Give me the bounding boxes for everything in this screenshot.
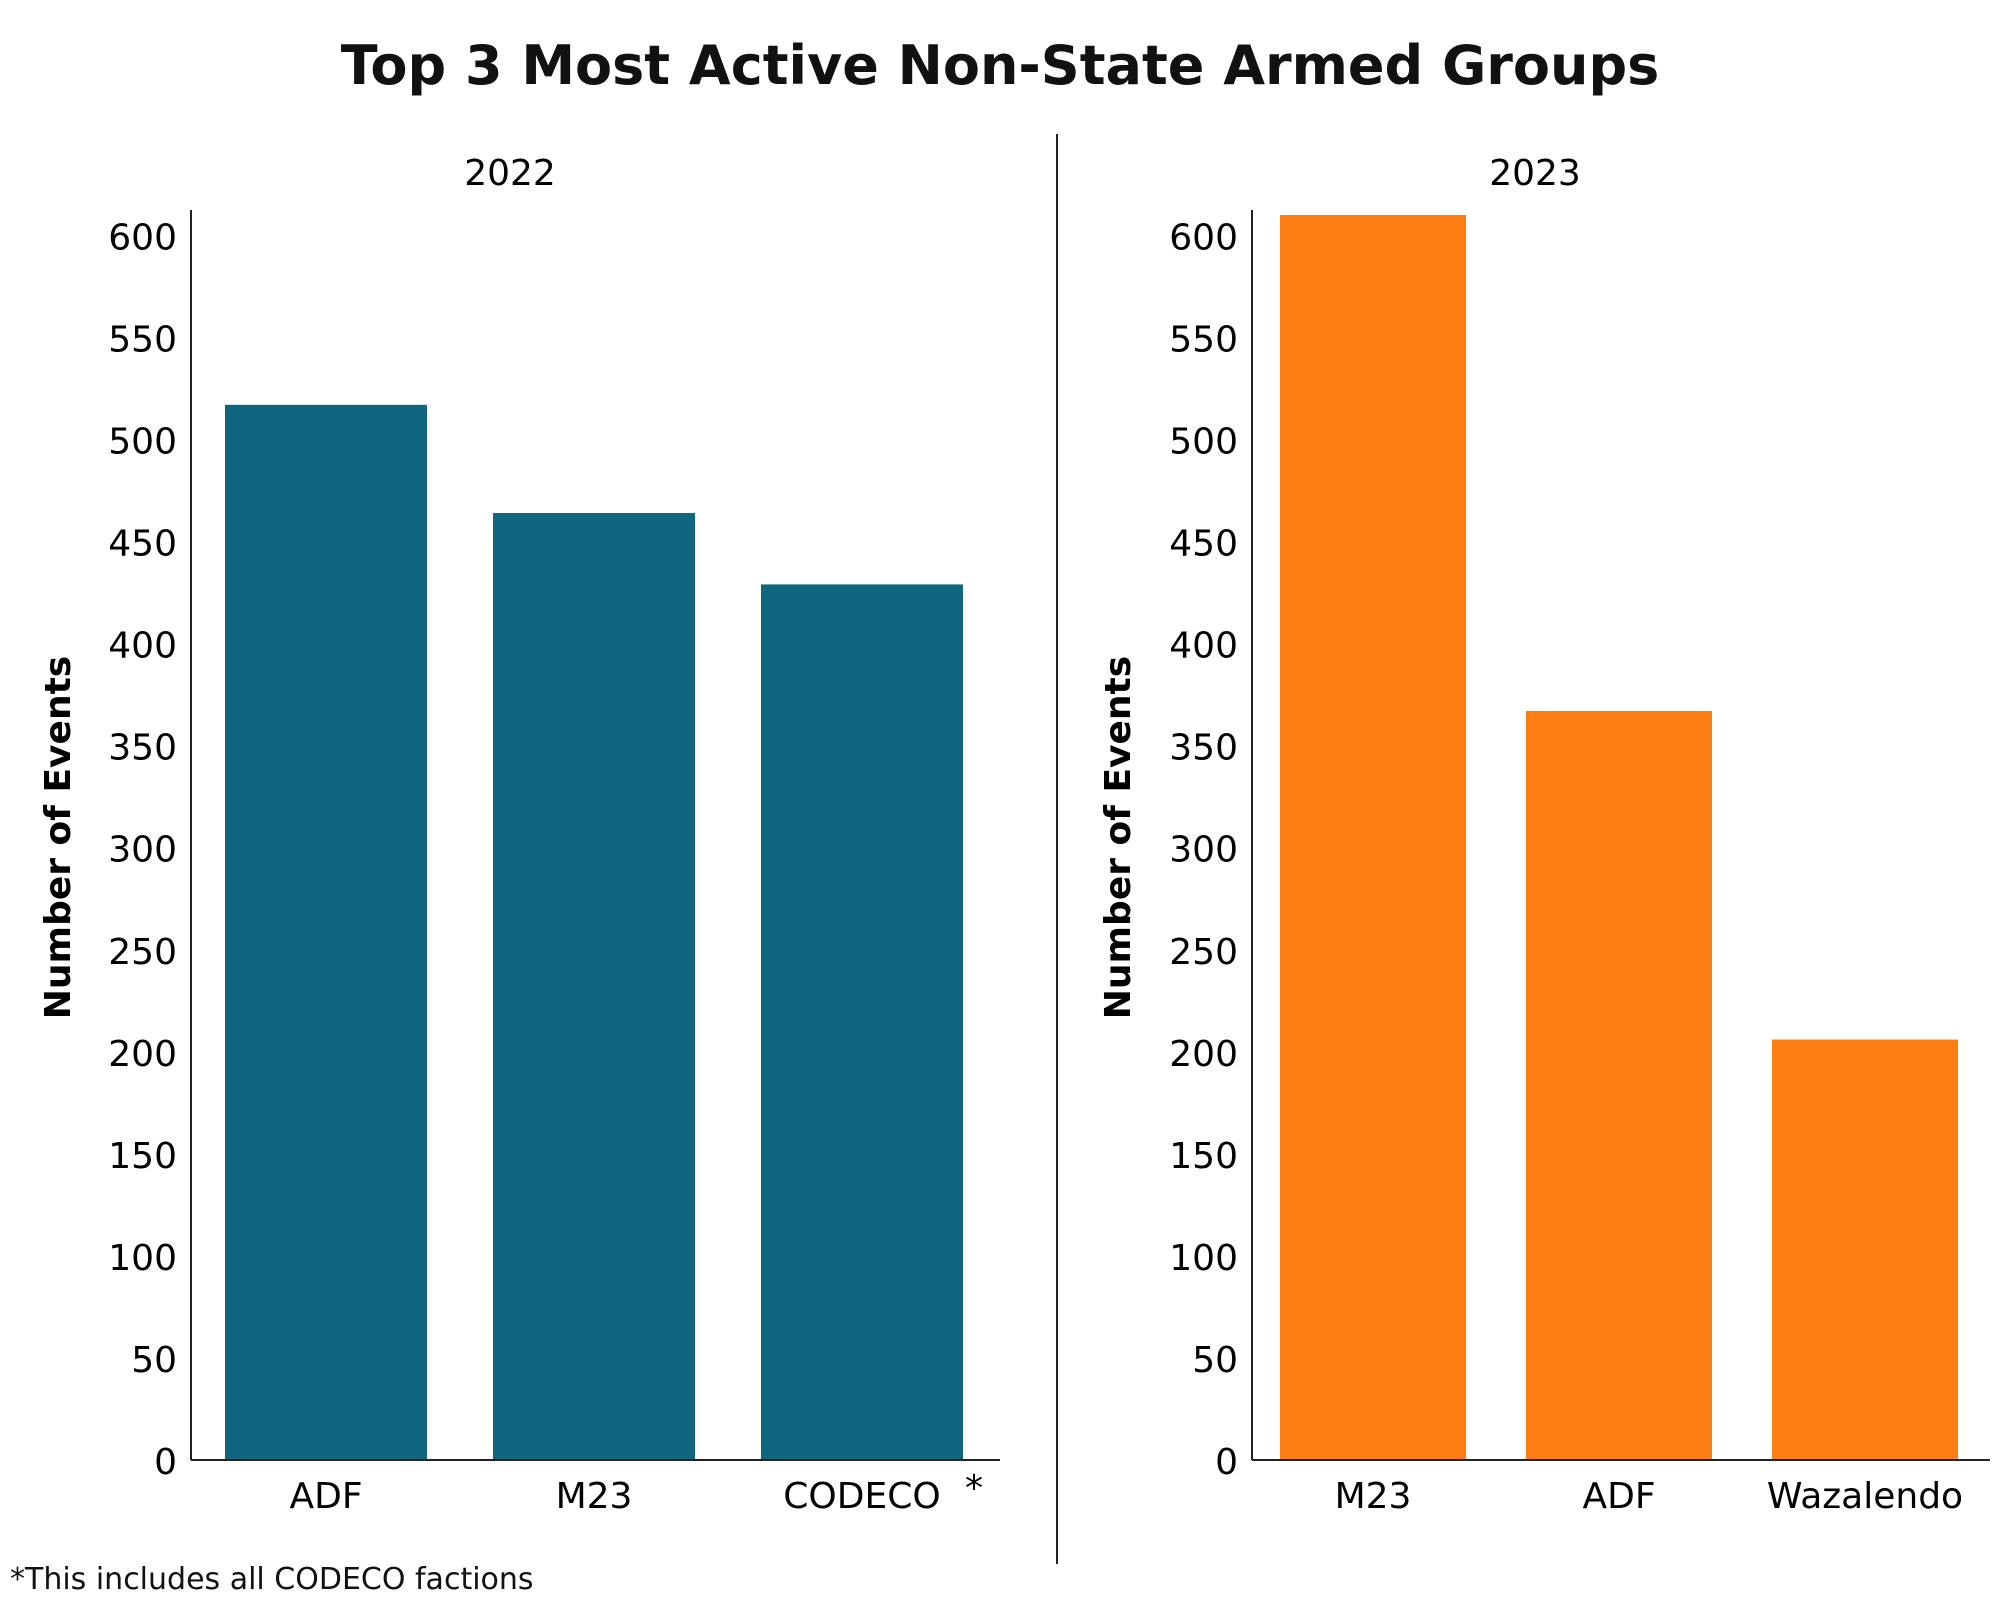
panel-title: 2022 [464,153,556,194]
category-label: ADF [1582,1476,1655,1517]
bar-wazalendo [1772,1039,1958,1460]
y-tick-label: 0 [1215,1442,1238,1483]
bar-adf [225,404,427,1460]
y-tick-label: 150 [1169,1136,1238,1177]
y-tick-label: 50 [1192,1340,1238,1381]
y-tick-label: 550 [1169,319,1238,360]
y-tick-label: 150 [108,1136,177,1177]
y-tick-label: 0 [154,1442,177,1483]
y-tick-label: 200 [1169,1034,1238,1075]
bar-m23 [493,512,695,1460]
y-tick-label: 600 [1169,217,1238,258]
y-tick-label: 450 [108,524,177,565]
y-axis-label: Number of Events [1098,656,1139,1019]
category-label: ADF [289,1476,362,1517]
category-label: CODECO [783,1476,940,1517]
y-tick-label: 350 [1169,728,1238,769]
y-tick-label: 300 [1169,830,1238,871]
y-tick-label: 50 [131,1340,177,1381]
y-tick-label: 550 [108,319,177,360]
category-label: M23 [1335,1476,1412,1517]
bar-adf [1526,710,1712,1460]
footnote-marker: * [965,1468,983,1509]
y-tick-label: 350 [108,728,177,769]
y-tick-label: 400 [1169,626,1238,667]
y-tick-label: 500 [1169,422,1238,463]
panel-divider [1056,134,1058,1564]
panel-title: 2023 [1489,153,1581,194]
y-tick-label: 300 [108,830,177,871]
y-tick-label: 600 [108,217,177,258]
y-tick-label: 100 [1169,1238,1238,1279]
chart-title: Top 3 Most Active Non-State Armed Groups [340,34,1660,97]
y-tick-label: 500 [108,422,177,463]
category-label: M23 [556,1476,633,1517]
y-tick-label: 250 [108,932,177,973]
category-label: Wazalendo [1767,1476,1963,1517]
y-tick-label: 450 [1169,524,1238,565]
bar-codeco [761,584,963,1460]
footnote: *This includes all CODECO factions [10,1562,534,1597]
y-axis-label: Number of Events [38,656,79,1019]
bar-m23 [1280,215,1466,1460]
y-tick-label: 100 [108,1238,177,1279]
y-tick-label: 200 [108,1034,177,1075]
y-tick-label: 250 [1169,932,1238,973]
y-tick-label: 400 [108,626,177,667]
